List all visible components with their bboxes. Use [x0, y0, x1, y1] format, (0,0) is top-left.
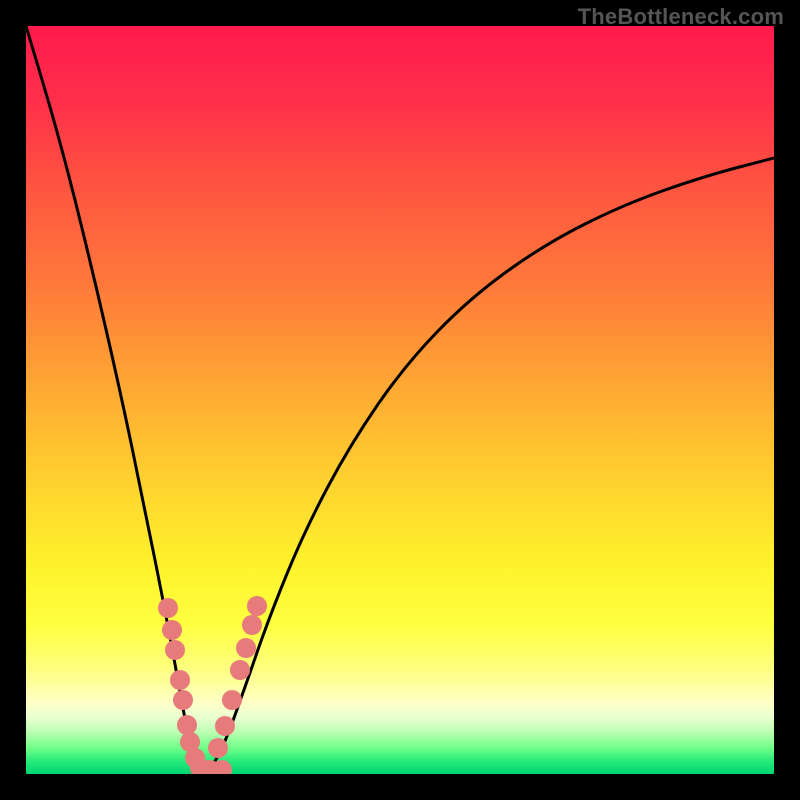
- scatter-point: [177, 715, 197, 735]
- scatter-point: [222, 690, 242, 710]
- scatter-point: [236, 638, 256, 658]
- chart-container: TheBottleneck.com: [0, 0, 800, 800]
- scatter-point: [215, 716, 235, 736]
- scatter-point: [230, 660, 250, 680]
- scatter-point: [158, 598, 178, 618]
- scatter-point: [173, 690, 193, 710]
- watermark-text: TheBottleneck.com: [578, 4, 784, 30]
- scatter-point: [170, 670, 190, 690]
- scatter-point: [162, 620, 182, 640]
- scatter-point: [208, 738, 228, 758]
- scatter-point: [242, 615, 262, 635]
- chart-gradient-background: [26, 26, 774, 774]
- scatter-point: [165, 640, 185, 660]
- bottleneck-chart-svg: [0, 0, 800, 800]
- scatter-point: [247, 596, 267, 616]
